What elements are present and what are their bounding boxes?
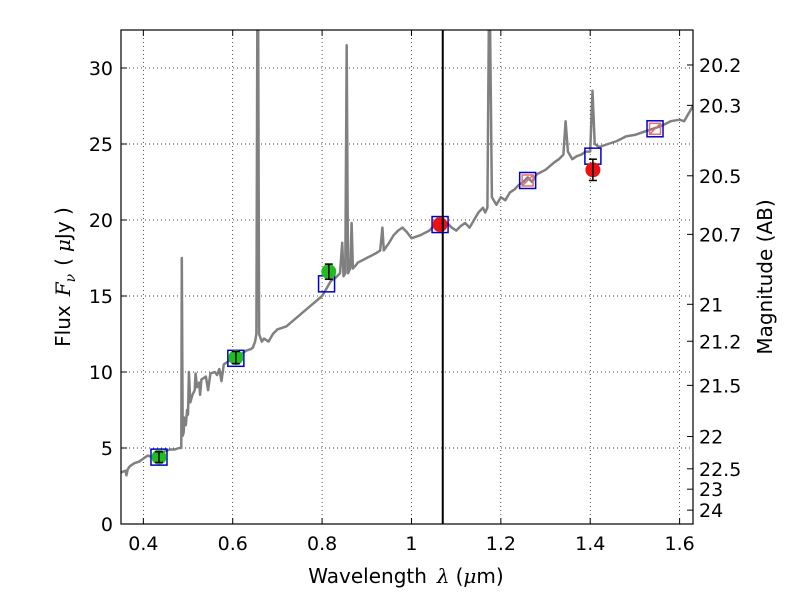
upper-limit-box [648, 122, 662, 136]
y2-tick-label: 20.7 [699, 224, 741, 246]
y2-tick-label: 24 [699, 500, 723, 522]
plot-frame [120, 29, 694, 525]
gridlines [121, 30, 693, 524]
model-spectrum-line [121, 30, 693, 477]
model-photometry-box [646, 120, 664, 138]
x-tick-label: 0.6 [218, 533, 248, 555]
upper-limit-cross [648, 122, 662, 135]
x-tick-label: 1.4 [575, 533, 605, 555]
model-photometry-box [150, 448, 168, 466]
y-tick-label: 5 [101, 438, 113, 460]
upper-limit-box [521, 174, 534, 187]
y-tick-label: 15 [89, 286, 113, 308]
x-tick-label: 0.8 [307, 533, 337, 555]
y2-tick-label: 21.2 [699, 331, 741, 353]
y-tick-label: 10 [89, 362, 113, 384]
y-tick-label: 30 [89, 58, 113, 80]
x-tick-label: 0.4 [128, 533, 158, 555]
model-photometry-box [431, 215, 449, 234]
right-axis-label: Magnitude (AB) [753, 199, 777, 354]
photometry-layer [150, 120, 664, 466]
y2-tick-label: 21 [699, 294, 723, 316]
y-tick-label: 0 [101, 514, 113, 536]
y2-tick-label: 23 [699, 479, 723, 501]
x-tick-label: 1.2 [486, 533, 516, 555]
y-axis-label: FluxFν(μJy ) [51, 207, 79, 347]
plot-background [121, 30, 693, 524]
x-tick-label: 1.6 [664, 533, 694, 555]
y-tick-label: 25 [89, 134, 113, 156]
y2-tick-label: 20.5 [699, 166, 741, 188]
upper-limit-cross [521, 174, 534, 187]
observed-point-red [432, 217, 448, 233]
y2-tick-label: 21.5 [699, 375, 741, 397]
y2-tick-label: 20.2 [699, 55, 741, 77]
y-tick-label: 20 [89, 210, 113, 232]
axis-ticks: 0.4 0.6 0.8 1 1.2 1.4 1.6 0 5 10 15 20 25 30 20.2 20.3 2… [89, 30, 741, 555]
x-axis-label: Wavelength λ (μm) [308, 564, 503, 588]
spectrum-layer [121, 30, 693, 477]
x-tick-label: 1 [405, 533, 417, 555]
y2-tick-label: 22 [699, 427, 723, 449]
y2-tick-label: 20.3 [699, 95, 741, 117]
model-photometry-box [518, 171, 537, 190]
y2-tick-label: 22.5 [699, 459, 741, 481]
